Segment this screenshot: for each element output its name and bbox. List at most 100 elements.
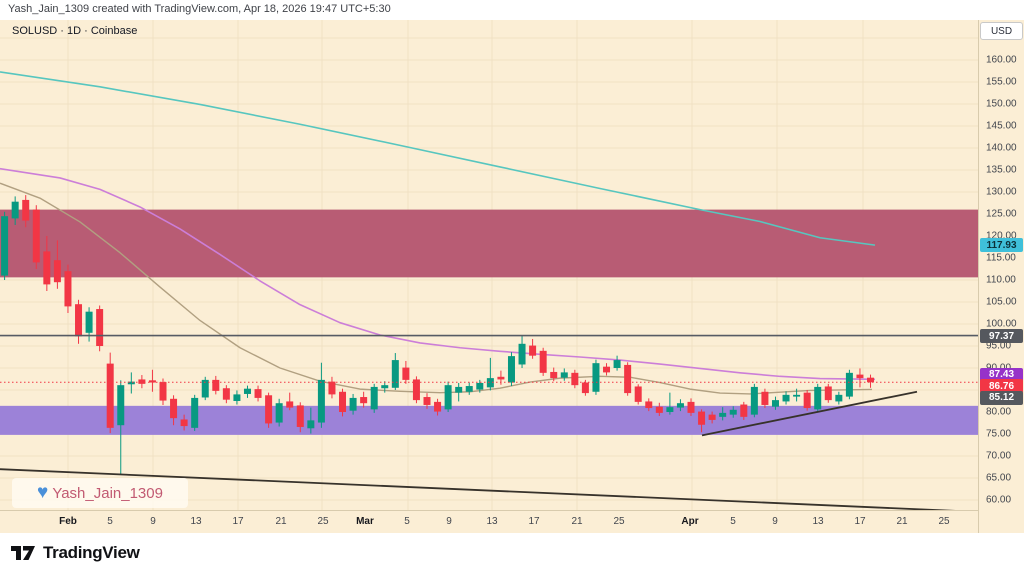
candle-body — [814, 386, 822, 410]
currency-toggle-button[interactable]: USD — [980, 22, 1023, 40]
candle-body — [497, 376, 505, 380]
logo-bar: TradingView — [0, 533, 1024, 574]
candle-body — [265, 395, 273, 424]
attribution-text: Yash_Jain_1309 created with TradingView.… — [8, 3, 391, 15]
price-tick-label: 110.00 — [986, 274, 1016, 286]
price-tick-label: 150.00 — [986, 98, 1017, 110]
price-tick-label: 75.00 — [986, 428, 1012, 440]
price-tick-label: 65.00 — [986, 472, 1012, 484]
candle-body — [603, 366, 611, 373]
time-tick-label: 5 — [107, 516, 113, 527]
candle-body — [434, 401, 442, 412]
candle-body — [666, 407, 674, 412]
candle-body — [444, 385, 452, 410]
time-tick-label: Mar — [356, 516, 374, 527]
candle-body — [339, 391, 347, 412]
time-tick-label: Feb — [59, 516, 77, 527]
ma-mid-magenta — [0, 167, 876, 381]
candle-body — [360, 397, 368, 404]
candle-body — [191, 397, 199, 428]
candle-body — [381, 385, 389, 389]
price-tick-label: 160.00 — [986, 54, 1017, 66]
candle-body — [222, 388, 230, 400]
candle-body — [634, 386, 642, 402]
time-tick-label: Apr — [681, 516, 699, 527]
symbol-title: SOLUSD · 1D · Coinbase — [12, 25, 138, 37]
ascending-trendline — [701, 390, 918, 437]
candle-body — [729, 409, 737, 415]
candle-body — [698, 411, 706, 425]
candle-body — [159, 382, 167, 401]
time-tick-label: 25 — [317, 516, 329, 527]
candle-body — [771, 400, 779, 407]
candle-body — [835, 394, 843, 402]
candle-body — [824, 386, 832, 401]
candle-body — [719, 412, 727, 417]
candle-body — [645, 401, 653, 409]
price-tick-label: 95.00 — [986, 340, 1012, 352]
time-tick-label: 17 — [854, 516, 866, 527]
candle-body — [148, 380, 156, 383]
time-tick-label: 13 — [812, 516, 824, 527]
candle-body — [560, 372, 568, 378]
candle-body — [518, 343, 526, 365]
time-tick-label: 17 — [232, 516, 244, 527]
price-tick-label: 140.00 — [986, 142, 1017, 154]
price-badge: 97.37 — [980, 329, 1023, 343]
attribution-bar: Yash_Jain_1309 created with TradingView.… — [0, 0, 1024, 20]
price-tick-label: 70.00 — [986, 450, 1012, 462]
candle-body — [127, 381, 135, 385]
time-tick-label: 25 — [938, 516, 950, 527]
candle-body — [740, 404, 748, 417]
time-tick-label: 21 — [571, 516, 583, 527]
candle-body — [782, 394, 790, 402]
candle-body — [867, 377, 875, 383]
candle-body — [550, 371, 558, 379]
candle-body — [117, 385, 125, 426]
candle-body — [1, 216, 9, 276]
price-tick-label: 125.00 — [986, 208, 1017, 220]
time-tick-label: 9 — [446, 516, 452, 527]
candle-body — [571, 372, 579, 386]
price-tick-label: 80.00 — [986, 406, 1012, 418]
time-tick-label: 17 — [528, 516, 540, 527]
candle-body — [212, 379, 220, 391]
chart-pane[interactable]: SOLUSD · 1D · Coinbase ♥ Yash_Jain_1309 — [0, 20, 978, 510]
candle-body — [370, 386, 378, 410]
candle-body — [423, 397, 431, 405]
watermark: ♥ Yash_Jain_1309 — [12, 478, 188, 508]
candle-body — [676, 403, 684, 408]
candle-body — [328, 381, 336, 395]
time-axis[interactable]: Feb 5 9 13 17 21 25 Mar 5 9 13 17 21 25 Apr 5 9 13 17 21 25 — [0, 510, 978, 534]
candle-body — [529, 345, 537, 356]
candle-body — [180, 419, 188, 427]
candle-body — [486, 378, 494, 388]
candle-body — [761, 391, 769, 405]
candle-body — [75, 304, 83, 337]
price-tick-label: 115.00 — [986, 252, 1016, 264]
candle-body — [317, 379, 325, 423]
time-tick-label: 21 — [896, 516, 908, 527]
candle-body — [412, 379, 420, 401]
candle-body — [856, 374, 864, 379]
price-badge: 86.76 — [980, 379, 1023, 393]
price-tick-label: 60.00 — [986, 494, 1012, 506]
candle-body — [43, 251, 51, 285]
candle-body — [275, 403, 283, 423]
price-tick-label: 135.00 — [986, 164, 1017, 176]
price-tick-label: 105.00 — [986, 296, 1017, 308]
candle-body — [845, 372, 853, 397]
price-badge: 117.93 — [980, 238, 1023, 252]
candle-body — [687, 401, 695, 413]
candle-body — [793, 394, 801, 397]
price-axis[interactable]: USD 60.0065.0070.0075.0080.0085.0090.009… — [978, 20, 1024, 533]
support-zone — [0, 405, 978, 435]
time-tick-label: 21 — [275, 516, 287, 527]
logo-text: TradingView — [43, 543, 140, 562]
blue-heart-icon: ♥ — [37, 481, 49, 503]
watermark-text: Yash_Jain_1309 — [52, 484, 163, 502]
candle-body — [391, 360, 399, 388]
candle-body — [170, 398, 178, 419]
candle-body — [750, 386, 758, 415]
